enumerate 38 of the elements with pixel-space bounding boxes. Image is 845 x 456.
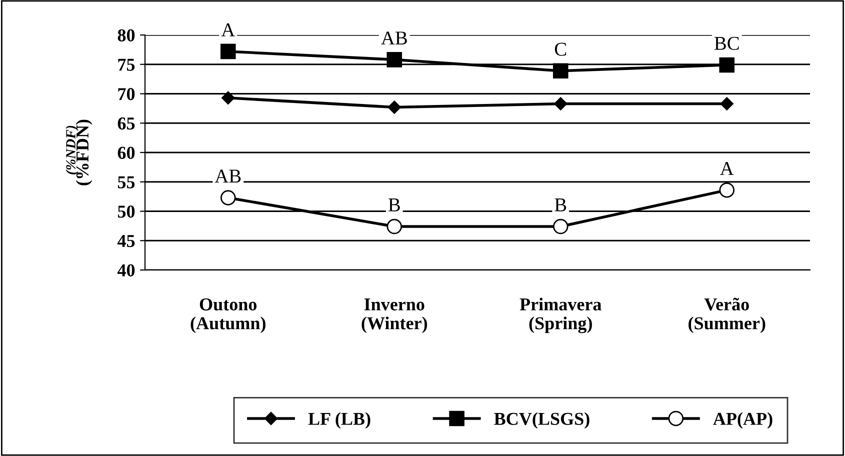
point (720, 97, 734, 110)
legend-label: BCV(LSGS) (494, 412, 590, 429)
y-tick-label: 40 (117, 264, 135, 276)
x-tick-label: Outono (Autumn) (190, 298, 266, 334)
annotation: AB (381, 32, 407, 44)
annotation: A (720, 162, 734, 175)
y-tick-label: 60 (118, 146, 135, 159)
point (552, 63, 568, 78)
point (554, 97, 568, 110)
point (386, 218, 402, 234)
y-tick-label: 70 (118, 88, 135, 100)
x-tick-label: Inverno (Winter) (362, 298, 428, 334)
point (719, 57, 735, 73)
point (388, 100, 401, 114)
annotation: B (554, 198, 566, 212)
annotation: B (388, 198, 400, 212)
y-tick-label: 65 (118, 117, 135, 130)
annotation: AB (214, 170, 241, 183)
legend-label: LF (LB) (308, 412, 370, 429)
point (220, 190, 236, 206)
text: (%NDF) (66, 126, 78, 174)
annotation: C (554, 42, 566, 56)
point (552, 218, 568, 234)
point (220, 44, 236, 60)
annotation: BC (714, 36, 739, 50)
x-tick-label: Primavera (Spring) (520, 298, 602, 334)
x-tick-label: Verão (Summer) (688, 298, 766, 334)
point (719, 182, 735, 198)
annotation: A (221, 23, 236, 36)
y-tick-label: 55 (118, 176, 135, 188)
y-tick-label: 80 (118, 29, 135, 42)
y-axis-title: (%FDN) (76, 120, 92, 186)
point (386, 52, 402, 68)
point (222, 91, 235, 104)
y-tick-label: 45 (117, 235, 135, 248)
legend-label: AP(AP) (713, 412, 772, 429)
y-tick-label: 50 (118, 206, 135, 218)
y-tick-label: 75 (118, 58, 135, 71)
